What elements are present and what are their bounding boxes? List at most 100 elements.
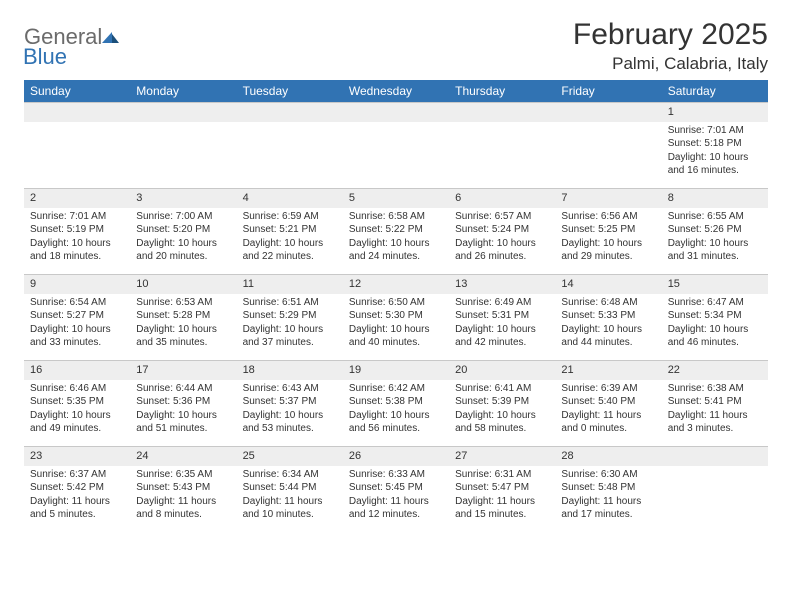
calendar-cell: 1Sunrise: 7:01 AMSunset: 5:18 PMDaylight… [662, 103, 768, 189]
day-details: Sunrise: 6:41 AMSunset: 5:39 PMDaylight:… [449, 380, 555, 440]
calendar-cell: 28Sunrise: 6:30 AMSunset: 5:48 PMDayligh… [555, 447, 661, 533]
sunrise-line: Sunrise: 6:48 AM [561, 296, 655, 310]
calendar-cell [24, 103, 130, 189]
day-number: 10 [130, 275, 236, 294]
calendar-cell: 27Sunrise: 6:31 AMSunset: 5:47 PMDayligh… [449, 447, 555, 533]
sunset-line: Sunset: 5:34 PM [668, 309, 762, 323]
weekday-friday: Friday [555, 80, 661, 103]
daylight-line: Daylight: 10 hours and 31 minutes. [668, 237, 762, 264]
calendar-cell: 7Sunrise: 6:56 AMSunset: 5:25 PMDaylight… [555, 189, 661, 275]
sunrise-line: Sunrise: 6:59 AM [243, 210, 337, 224]
sunset-line: Sunset: 5:31 PM [455, 309, 549, 323]
weekday-tuesday: Tuesday [237, 80, 343, 103]
sunrise-line: Sunrise: 6:43 AM [243, 382, 337, 396]
day-number: 22 [662, 361, 768, 380]
daylight-line: Daylight: 11 hours and 17 minutes. [561, 495, 655, 522]
header: General Blue February 2025 Palmi, Calabr… [24, 18, 768, 74]
sunset-line: Sunset: 5:25 PM [561, 223, 655, 237]
sunrise-line: Sunrise: 6:47 AM [668, 296, 762, 310]
day-number: 12 [343, 275, 449, 294]
daylight-line: Daylight: 10 hours and 26 minutes. [455, 237, 549, 264]
daylight-line: Daylight: 10 hours and 53 minutes. [243, 409, 337, 436]
calendar-cell: 8Sunrise: 6:55 AMSunset: 5:26 PMDaylight… [662, 189, 768, 275]
daylight-line: Daylight: 10 hours and 58 minutes. [455, 409, 549, 436]
day-number: 9 [24, 275, 130, 294]
sunrise-line: Sunrise: 7:01 AM [30, 210, 124, 224]
calendar-cell: 11Sunrise: 6:51 AMSunset: 5:29 PMDayligh… [237, 275, 343, 361]
calendar-cell: 25Sunrise: 6:34 AMSunset: 5:44 PMDayligh… [237, 447, 343, 533]
sunset-line: Sunset: 5:44 PM [243, 481, 337, 495]
daylight-line: Daylight: 10 hours and 35 minutes. [136, 323, 230, 350]
sunset-line: Sunset: 5:27 PM [30, 309, 124, 323]
sunset-line: Sunset: 5:20 PM [136, 223, 230, 237]
daylight-line: Daylight: 10 hours and 29 minutes. [561, 237, 655, 264]
calendar-cell: 6Sunrise: 6:57 AMSunset: 5:24 PMDaylight… [449, 189, 555, 275]
sunset-line: Sunset: 5:48 PM [561, 481, 655, 495]
sunrise-line: Sunrise: 6:37 AM [30, 468, 124, 482]
sunset-line: Sunset: 5:37 PM [243, 395, 337, 409]
calendar-cell [343, 103, 449, 189]
sunrise-line: Sunrise: 6:31 AM [455, 468, 549, 482]
day-details: Sunrise: 6:34 AMSunset: 5:44 PMDaylight:… [237, 466, 343, 526]
daylight-line: Daylight: 10 hours and 20 minutes. [136, 237, 230, 264]
daylight-line: Daylight: 10 hours and 16 minutes. [668, 151, 762, 178]
sunrise-line: Sunrise: 6:46 AM [30, 382, 124, 396]
day-details: Sunrise: 6:31 AMSunset: 5:47 PMDaylight:… [449, 466, 555, 526]
logo: General Blue [24, 18, 120, 70]
sunset-line: Sunset: 5:38 PM [349, 395, 443, 409]
calendar-cell: 9Sunrise: 6:54 AMSunset: 5:27 PMDaylight… [24, 275, 130, 361]
weekday-sunday: Sunday [24, 80, 130, 103]
calendar-cell: 15Sunrise: 6:47 AMSunset: 5:34 PMDayligh… [662, 275, 768, 361]
daylight-line: Daylight: 10 hours and 56 minutes. [349, 409, 443, 436]
calendar-table: SundayMondayTuesdayWednesdayThursdayFrid… [24, 80, 768, 533]
day-details: Sunrise: 6:35 AMSunset: 5:43 PMDaylight:… [130, 466, 236, 526]
day-details: Sunrise: 6:53 AMSunset: 5:28 PMDaylight:… [130, 294, 236, 354]
daylight-line: Daylight: 10 hours and 18 minutes. [30, 237, 124, 264]
calendar-cell: 5Sunrise: 6:58 AMSunset: 5:22 PMDaylight… [343, 189, 449, 275]
sunset-line: Sunset: 5:36 PM [136, 395, 230, 409]
calendar-row: 16Sunrise: 6:46 AMSunset: 5:35 PMDayligh… [24, 361, 768, 447]
calendar-cell: 3Sunrise: 7:00 AMSunset: 5:20 PMDaylight… [130, 189, 236, 275]
daylight-line: Daylight: 11 hours and 10 minutes. [243, 495, 337, 522]
calendar-cell [130, 103, 236, 189]
day-number-empty [449, 103, 555, 122]
calendar-cell: 24Sunrise: 6:35 AMSunset: 5:43 PMDayligh… [130, 447, 236, 533]
day-number-empty [555, 103, 661, 122]
sunrise-line: Sunrise: 6:44 AM [136, 382, 230, 396]
day-details: Sunrise: 6:33 AMSunset: 5:45 PMDaylight:… [343, 466, 449, 526]
sunrise-line: Sunrise: 6:33 AM [349, 468, 443, 482]
sunset-line: Sunset: 5:30 PM [349, 309, 443, 323]
title-block: February 2025 Palmi, Calabria, Italy [573, 18, 768, 74]
weekday-row: SundayMondayTuesdayWednesdayThursdayFrid… [24, 80, 768, 103]
day-number: 7 [555, 189, 661, 208]
daylight-line: Daylight: 10 hours and 40 minutes. [349, 323, 443, 350]
day-number: 19 [343, 361, 449, 380]
day-details: Sunrise: 6:56 AMSunset: 5:25 PMDaylight:… [555, 208, 661, 268]
day-details: Sunrise: 6:37 AMSunset: 5:42 PMDaylight:… [24, 466, 130, 526]
daylight-line: Daylight: 10 hours and 33 minutes. [30, 323, 124, 350]
calendar-row: 9Sunrise: 6:54 AMSunset: 5:27 PMDaylight… [24, 275, 768, 361]
calendar-cell: 12Sunrise: 6:50 AMSunset: 5:30 PMDayligh… [343, 275, 449, 361]
calendar-cell: 18Sunrise: 6:43 AMSunset: 5:37 PMDayligh… [237, 361, 343, 447]
day-details: Sunrise: 6:59 AMSunset: 5:21 PMDaylight:… [237, 208, 343, 268]
weekday-monday: Monday [130, 80, 236, 103]
day-details: Sunrise: 6:54 AMSunset: 5:27 PMDaylight:… [24, 294, 130, 354]
day-details: Sunrise: 6:49 AMSunset: 5:31 PMDaylight:… [449, 294, 555, 354]
calendar-cell: 13Sunrise: 6:49 AMSunset: 5:31 PMDayligh… [449, 275, 555, 361]
day-number: 6 [449, 189, 555, 208]
sunrise-line: Sunrise: 6:42 AM [349, 382, 443, 396]
daylight-line: Daylight: 10 hours and 42 minutes. [455, 323, 549, 350]
sunset-line: Sunset: 5:41 PM [668, 395, 762, 409]
daylight-line: Daylight: 10 hours and 46 minutes. [668, 323, 762, 350]
day-details: Sunrise: 6:48 AMSunset: 5:33 PMDaylight:… [555, 294, 661, 354]
day-details: Sunrise: 6:47 AMSunset: 5:34 PMDaylight:… [662, 294, 768, 354]
day-number: 24 [130, 447, 236, 466]
day-details: Sunrise: 6:51 AMSunset: 5:29 PMDaylight:… [237, 294, 343, 354]
day-number: 4 [237, 189, 343, 208]
daylight-line: Daylight: 10 hours and 44 minutes. [561, 323, 655, 350]
sunrise-line: Sunrise: 6:53 AM [136, 296, 230, 310]
sunrise-line: Sunrise: 6:51 AM [243, 296, 337, 310]
day-details: Sunrise: 6:57 AMSunset: 5:24 PMDaylight:… [449, 208, 555, 268]
sunrise-line: Sunrise: 6:57 AM [455, 210, 549, 224]
calendar-cell: 4Sunrise: 6:59 AMSunset: 5:21 PMDaylight… [237, 189, 343, 275]
